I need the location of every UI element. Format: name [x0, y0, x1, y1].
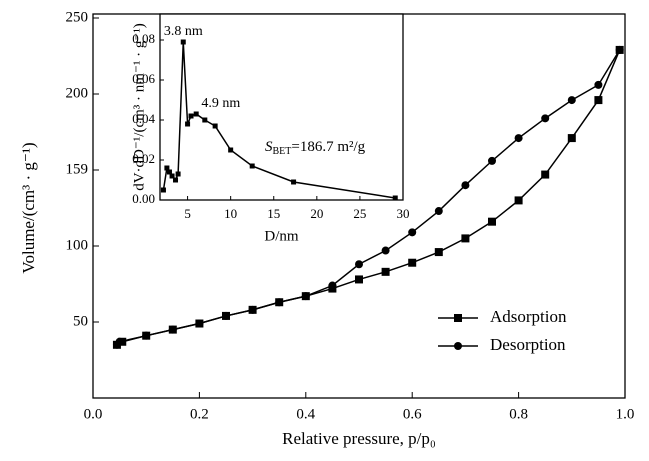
point: [541, 114, 550, 123]
point: [142, 331, 151, 340]
point: [222, 311, 230, 320]
point: [355, 275, 363, 284]
x-tick-label: 0.4: [296, 406, 315, 422]
x-tick-label: 30: [397, 206, 410, 221]
x-tick-label: 0.0: [84, 406, 103, 422]
point: [173, 177, 179, 183]
point: [193, 111, 199, 117]
point: [434, 207, 443, 216]
y-axis-label: dV·dD⁻¹/(cm³ · nm⁻¹ · g⁻¹): [131, 23, 147, 191]
point: [408, 258, 417, 267]
point: [381, 246, 390, 255]
point: [514, 134, 523, 143]
y-tick-label: 0.00: [132, 191, 155, 206]
x-tick-label: 5: [184, 206, 191, 221]
y-axis-label: Volume/(cm³ · g⁻¹): [19, 142, 38, 273]
legend-marker: [454, 314, 462, 322]
y-tick-label: 0.02: [132, 151, 155, 166]
x-tick-label: 1.0: [616, 406, 635, 422]
x-tick-label: 10: [224, 206, 237, 221]
point: [328, 281, 337, 290]
legend-marker: [454, 342, 462, 350]
y-tick-label: 159: [66, 161, 89, 177]
point: [408, 228, 417, 237]
point: [488, 156, 496, 165]
point: [228, 147, 234, 153]
plot-frame: [159, 13, 404, 201]
point: [249, 163, 255, 169]
point: [248, 305, 257, 314]
x-tick-label: 20: [310, 206, 323, 221]
point: [488, 217, 496, 226]
y-tick-label: 200: [66, 85, 89, 101]
y-tick-label: 0.06: [132, 71, 155, 86]
point: [615, 45, 624, 54]
point: [160, 187, 166, 193]
point: [168, 325, 177, 334]
legend-label: Desorption: [490, 335, 566, 354]
point: [541, 170, 550, 179]
point: [212, 123, 218, 129]
bet-text: =186.7 m²/g: [291, 139, 365, 155]
point: [195, 319, 204, 328]
x-tick-label: 15: [267, 206, 280, 221]
x-tick-label: 0.6: [403, 406, 422, 422]
bet-annotation: SBET=186.7 m²/g: [265, 139, 366, 157]
point: [112, 340, 121, 349]
y-tick-label: 0.04: [132, 111, 155, 126]
annotation: 3.8 nm: [164, 24, 203, 39]
point: [434, 248, 443, 257]
point: [567, 96, 576, 105]
y-tick-label: 0.08: [132, 31, 155, 46]
x-tick-label: 0.8: [509, 406, 528, 422]
point: [202, 117, 208, 123]
point: [275, 298, 284, 307]
point: [461, 234, 470, 243]
point: [175, 171, 181, 177]
point: [381, 267, 390, 276]
point: [594, 96, 603, 105]
point: [301, 292, 310, 301]
legend-label: Adsorption: [490, 307, 567, 326]
x-axis-label: Relative pressure, p/p₀: [282, 429, 436, 448]
point: [514, 196, 523, 205]
bet-symbol: S: [265, 139, 273, 155]
y-tick-label: 50: [73, 313, 88, 329]
point: [291, 179, 297, 185]
point: [461, 181, 470, 190]
x-tick-label: 0.2: [190, 406, 209, 422]
annotation: 4.9 nm: [201, 96, 240, 111]
point: [180, 39, 186, 45]
point: [392, 195, 398, 201]
x-tick-label: 25: [353, 206, 366, 221]
point: [567, 134, 576, 143]
y-tick-label: 100: [66, 237, 89, 253]
point: [355, 260, 363, 269]
point: [185, 121, 191, 127]
bet-subscript: BET: [273, 146, 292, 157]
point: [166, 169, 172, 175]
point: [164, 165, 170, 171]
point: [188, 113, 194, 119]
point: [594, 80, 603, 89]
point: [169, 173, 175, 179]
y-tick-label: 250: [66, 9, 89, 25]
x-axis-label: D/nm: [264, 228, 299, 244]
